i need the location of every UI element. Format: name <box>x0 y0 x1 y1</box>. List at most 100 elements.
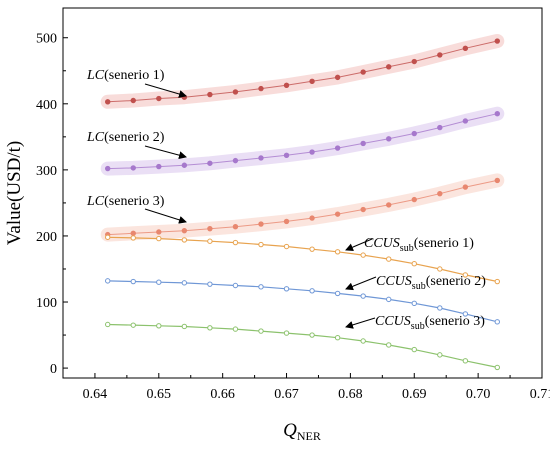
series-4 <box>105 234 500 285</box>
data-point <box>309 288 315 294</box>
data-point <box>283 218 290 225</box>
data-point <box>386 64 392 70</box>
data-point <box>207 238 213 244</box>
annotation-arrow <box>144 145 187 160</box>
data-point <box>462 118 469 124</box>
data-point <box>283 286 290 292</box>
series-band <box>100 106 505 176</box>
annotation-lc-2: LC(senerio 2) <box>86 130 165 145</box>
data-point <box>309 332 315 338</box>
data-point <box>437 266 443 272</box>
data-point <box>181 237 188 243</box>
annotation-arrow <box>345 238 373 251</box>
data-point <box>156 279 162 285</box>
data-point <box>283 82 290 89</box>
annotation-arrow <box>345 317 376 329</box>
data-point <box>105 321 111 328</box>
data-point <box>232 282 239 289</box>
series-line <box>107 113 498 170</box>
data-point <box>207 281 213 287</box>
data-point <box>130 230 136 237</box>
data-point <box>334 249 341 255</box>
data-point <box>386 202 392 208</box>
annotation-ccus-1: CCUSsub(senerio 1) <box>364 236 474 254</box>
data-point <box>411 300 417 307</box>
data-point <box>309 215 315 221</box>
data-point <box>360 293 366 299</box>
data-point <box>360 206 366 213</box>
data-point <box>462 45 469 52</box>
data-point <box>156 235 162 242</box>
series-5 <box>105 278 500 325</box>
x-tick-label: 0.66 <box>210 387 235 402</box>
data-point <box>181 162 188 168</box>
data-point <box>232 157 239 164</box>
data-point <box>258 284 264 290</box>
data-point <box>462 184 469 190</box>
x-tick-label: 0.70 <box>466 387 491 402</box>
series-line <box>107 323 498 368</box>
data-point <box>258 241 264 248</box>
data-point <box>437 352 443 358</box>
data-point <box>258 155 264 161</box>
data-point <box>494 177 500 184</box>
data-point <box>437 305 443 311</box>
data-point <box>494 111 500 117</box>
data-point <box>411 196 417 203</box>
data-point <box>411 130 417 137</box>
data-point <box>232 89 239 95</box>
data-point <box>258 221 264 227</box>
annotation-ccus-2: CCUSsub(senerio 2) <box>376 274 486 292</box>
data-point <box>181 227 188 234</box>
data-point <box>105 99 111 105</box>
data-point <box>283 152 290 159</box>
annotation-lc-3: LC(senerio 3) <box>86 194 165 209</box>
x-tick-label: 0.65 <box>147 387 172 402</box>
series-line <box>107 236 498 283</box>
x-tick-label: 0.68 <box>338 387 363 402</box>
series-line <box>107 280 498 323</box>
data-point <box>334 334 341 341</box>
data-point <box>334 290 341 297</box>
annotation-ccus-3: CCUSsub(senerio 3) <box>375 314 485 332</box>
data-point <box>437 52 443 58</box>
data-point <box>462 272 469 278</box>
data-point <box>334 74 341 81</box>
data-point <box>232 239 239 246</box>
data-point <box>309 78 315 85</box>
x-tick-label: 0.64 <box>83 387 108 402</box>
data-point <box>437 124 443 131</box>
data-point <box>411 346 417 353</box>
data-point <box>334 211 341 217</box>
data-point <box>130 278 136 285</box>
data-point <box>232 223 239 230</box>
y-tick-label: 500 <box>36 32 57 47</box>
data-point <box>156 323 162 329</box>
y-tick-label: 0 <box>50 362 57 377</box>
data-point <box>360 69 366 75</box>
data-point <box>207 160 213 166</box>
data-point <box>494 278 500 285</box>
annotation-arrow <box>144 208 187 224</box>
series-1 <box>100 34 505 109</box>
data-point <box>360 338 366 344</box>
data-point <box>386 342 392 348</box>
annotation-arrow <box>144 83 187 98</box>
series-band <box>100 173 505 242</box>
data-point <box>156 95 162 102</box>
x-tick-label: 0.67 <box>274 387 299 402</box>
data-point <box>494 364 500 371</box>
data-point <box>411 58 417 65</box>
data-point <box>105 278 111 284</box>
data-point <box>130 165 136 171</box>
data-point <box>232 326 239 332</box>
data-point <box>181 280 188 286</box>
data-point <box>360 140 366 147</box>
data-point <box>462 311 469 317</box>
series-layer <box>100 34 505 371</box>
plot-frame <box>62 7 543 379</box>
x-axis-title: QNER <box>283 420 321 443</box>
data-point <box>130 97 136 104</box>
series-6 <box>105 321 500 371</box>
